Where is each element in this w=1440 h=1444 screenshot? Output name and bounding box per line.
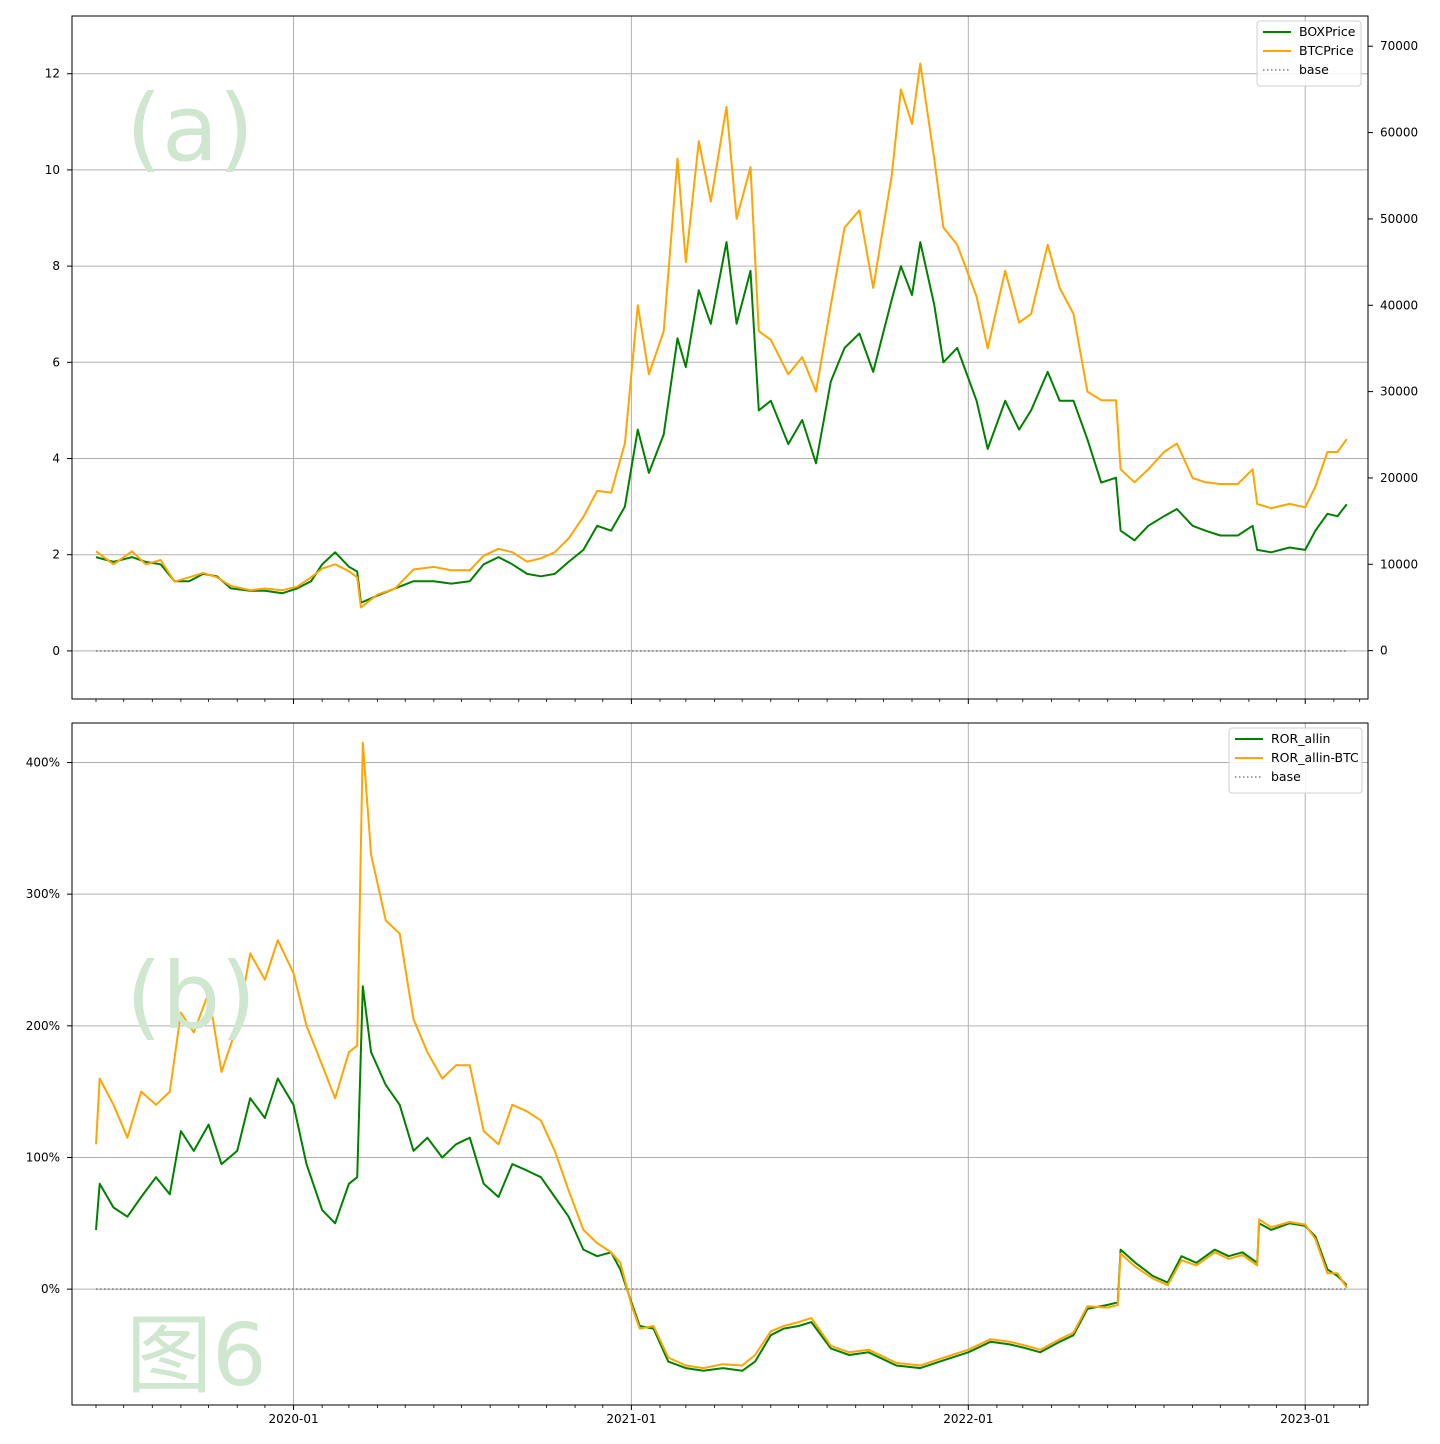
panel-a-legend-label: base [1299,62,1329,77]
figure-number-label: 图6 [126,1306,267,1406]
panel-b-x-tick-label: 2020-01 [268,1412,318,1426]
panel-a-y-tick-label: 12 [45,67,60,81]
panel-b-legend-label: ROR_allin-BTC [1271,750,1359,765]
panel-a-y-tick-label: 4 [52,452,60,466]
panel-a: 0 2 4 6 8 10 12 0 10000 20000 30000 40000 50000 60000… [45,15,1418,704]
panel-b-legend-box [1228,727,1363,794]
panel-b-y-tick-label: 400% [26,755,60,769]
panel-a-y2-tick-label: 10000 [1380,557,1418,571]
panel-b-frame [71,722,1369,1406]
panel-b-label: (b) [126,943,256,1050]
panel-b-series [95,741,1348,1372]
panel-a-ticks: 0 2 4 6 8 10 12 0 10000 20000 30000 40000 50000 60000… [45,39,1418,704]
panel-b-series-ror-allin [95,985,1348,1372]
panel-b-y-tick-label: 100% [26,1150,60,1164]
panel-a-y2-tick-label: 0 [1380,644,1388,658]
panel-b: 2020-01 2021-01 2022-01 2023-01 0% 100% 200% 30… [26,722,1369,1426]
panel-b-x-tick-label: 2022-01 [943,1412,993,1426]
panel-a-y2-tick-label: 70000 [1380,39,1418,53]
panel-a-series-boxprice [95,241,1348,604]
panel-a-y-tick-label: 10 [45,163,60,177]
panel-b-legend-label: ROR_allin [1271,731,1330,746]
panel-a-y2-tick-label: 40000 [1380,298,1418,312]
panel-a-y2-tick-label: 20000 [1380,471,1418,485]
panel-b-ticks: 2020-01 2021-01 2022-01 2023-01 0% 100% 200% 30… [26,755,1361,1426]
panel-b-y-tick-label: 200% [26,1019,60,1033]
panel-b-series-ror-allin-btc [95,741,1348,1370]
panel-b-x-tick-label: 2021-01 [606,1412,656,1426]
panel-a-legend: BOXPrice BTCPrice base [1256,20,1362,87]
panel-b-y-tick-label: 300% [26,887,60,901]
panel-b-legend-label: base [1271,769,1301,784]
panel-a-y2-tick-label: 30000 [1380,385,1418,399]
panel-a-series [95,62,1348,609]
panel-a-legend-label: BTCPrice [1299,43,1354,58]
panel-a-series-btcprice [95,62,1348,609]
panel-a-frame [71,15,1369,700]
panel-a-y-tick-label: 0 [52,644,60,658]
panel-a-y2-tick-label: 50000 [1380,212,1418,226]
panel-a-label: (a) [126,75,254,182]
panel-b-x-tick-label: 2023-01 [1280,1412,1330,1426]
panel-a-y2-tick-label: 60000 [1380,126,1418,140]
panel-a-y-tick-label: 8 [52,259,60,273]
panel-a-y-tick-label: 6 [52,355,60,369]
panel-b-y-tick-label: 0% [41,1282,60,1296]
panel-a-y-tick-label: 2 [52,548,60,562]
panel-a-legend-label: BOXPrice [1299,24,1356,39]
